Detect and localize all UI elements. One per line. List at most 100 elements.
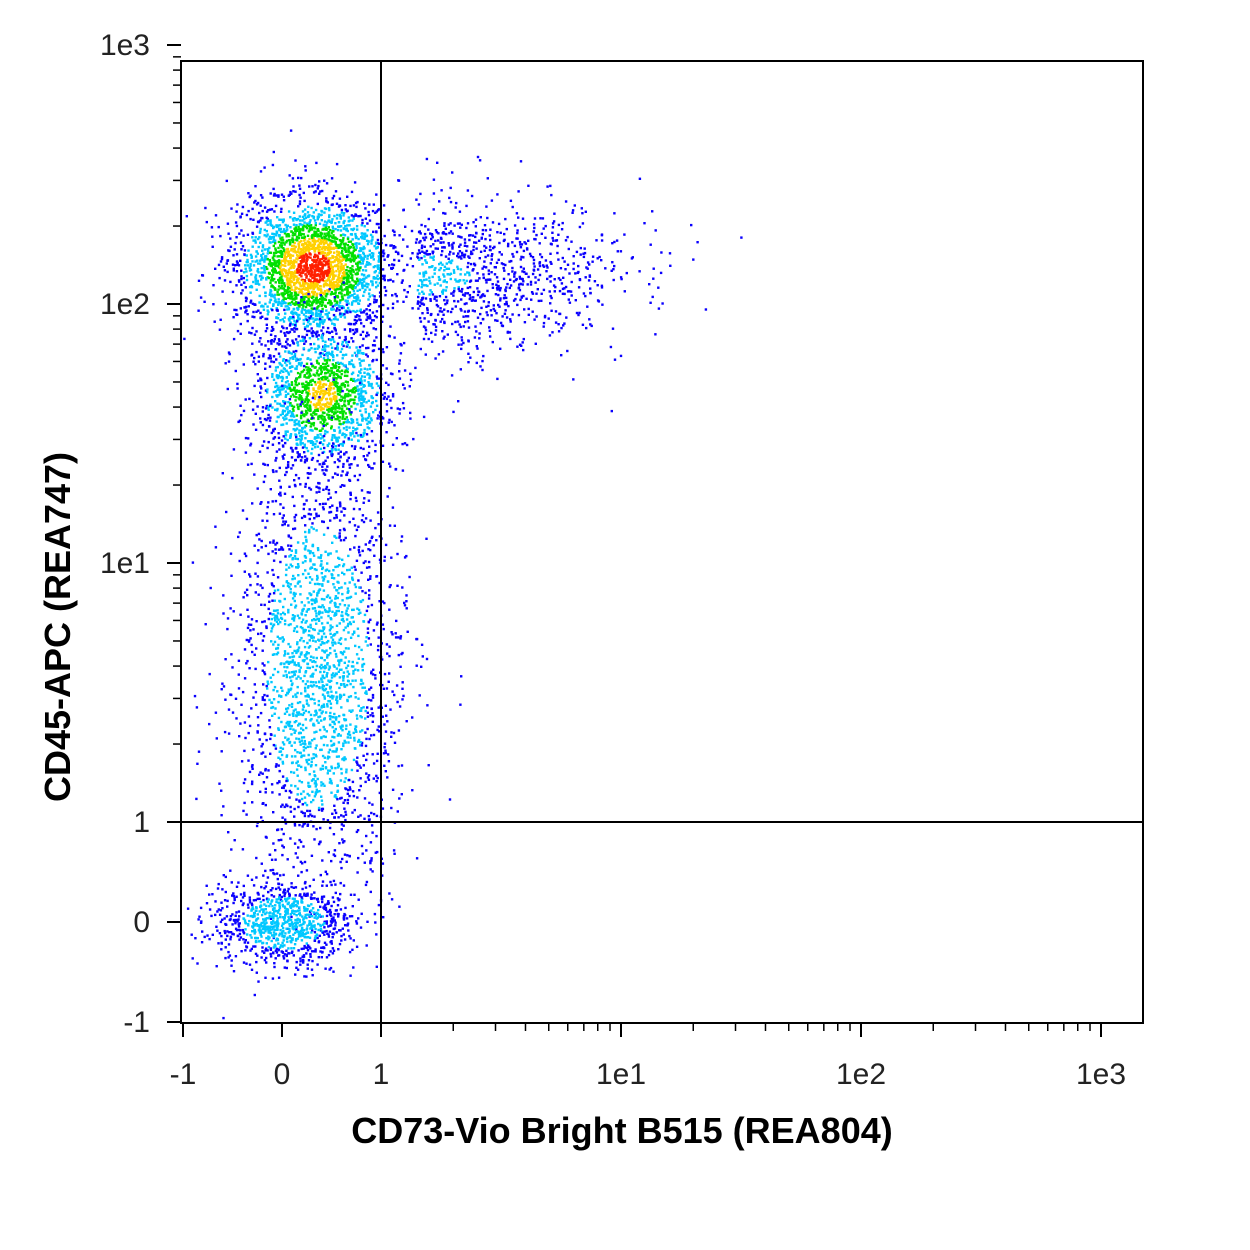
event-dot xyxy=(327,479,330,482)
event-dot xyxy=(328,220,332,223)
event-dot xyxy=(365,234,369,237)
event-dot xyxy=(328,442,331,445)
event-dot xyxy=(328,607,331,610)
event-dot xyxy=(293,395,296,398)
event-dot xyxy=(297,244,301,247)
event-dot xyxy=(288,720,292,724)
event-dot xyxy=(331,322,334,325)
event-dot xyxy=(290,288,294,291)
event-dot xyxy=(351,391,354,394)
event-dot xyxy=(303,308,307,312)
event-dot xyxy=(317,305,320,308)
event-dot xyxy=(282,743,286,746)
event-dot xyxy=(349,240,353,243)
event-dot xyxy=(325,284,328,287)
event-dot xyxy=(323,353,326,357)
event-dot xyxy=(215,737,218,740)
event-dot xyxy=(305,499,308,502)
event-dot xyxy=(359,383,362,386)
event-dot xyxy=(308,528,311,532)
event-dot xyxy=(328,408,331,411)
event-dot xyxy=(334,382,337,385)
event-dot xyxy=(342,676,345,680)
event-dot xyxy=(333,296,336,299)
event-dot xyxy=(222,265,225,268)
event-dot xyxy=(340,277,344,280)
event-dot xyxy=(323,659,326,662)
event-dot xyxy=(358,318,361,321)
event-dot xyxy=(325,228,328,231)
event-dot xyxy=(320,663,323,667)
event-dot xyxy=(343,399,347,402)
event-dot xyxy=(361,218,364,222)
event-dot xyxy=(311,313,314,316)
event-dot xyxy=(305,286,308,290)
event-dot xyxy=(340,395,343,398)
event-dot xyxy=(294,159,297,162)
event-dot xyxy=(302,284,305,287)
event-dot xyxy=(249,217,252,221)
event-dot xyxy=(378,267,381,270)
event-dot xyxy=(326,610,330,613)
event-dot xyxy=(234,264,237,267)
event-dot xyxy=(341,444,344,447)
event-dot xyxy=(345,434,348,437)
event-dot xyxy=(254,303,257,306)
event-dot xyxy=(299,375,302,378)
event-dot xyxy=(277,442,281,445)
event-dot xyxy=(317,402,320,405)
event-dot xyxy=(287,250,290,253)
event-dot xyxy=(272,378,276,381)
event-dot xyxy=(331,268,334,272)
event-dot xyxy=(196,762,199,765)
event-dot xyxy=(256,373,259,376)
event-dot xyxy=(368,253,372,256)
event-dot xyxy=(369,405,373,408)
event-dot xyxy=(304,690,307,693)
event-dot xyxy=(242,596,245,599)
event-dot xyxy=(368,566,371,569)
event-dot xyxy=(396,273,399,276)
event-dot xyxy=(244,286,247,289)
event-dot xyxy=(282,320,286,323)
event-dot xyxy=(380,320,384,323)
event-dot xyxy=(279,393,282,396)
event-dot xyxy=(415,238,418,241)
event-dot xyxy=(253,384,256,388)
event-dot xyxy=(352,365,355,368)
event-dot xyxy=(199,296,203,299)
event-dot xyxy=(389,399,392,402)
event-dot xyxy=(273,427,276,431)
event-dot xyxy=(373,265,377,268)
event-dot xyxy=(337,426,341,429)
event-dot xyxy=(315,711,318,715)
event-dot xyxy=(307,319,311,322)
event-dot xyxy=(285,235,288,238)
event-dot xyxy=(259,230,262,233)
event-dot xyxy=(312,373,315,376)
event-dot xyxy=(219,234,222,238)
event-dot xyxy=(274,408,277,411)
event-dot xyxy=(283,725,287,729)
event-dot xyxy=(369,263,372,266)
event-dot xyxy=(313,568,317,571)
event-dot xyxy=(306,325,309,328)
event-dot xyxy=(235,210,238,213)
event-dot xyxy=(312,554,316,557)
event-dot xyxy=(281,455,284,458)
event-dot xyxy=(328,777,332,781)
event-dot xyxy=(288,418,291,422)
event-dot xyxy=(279,227,282,231)
event-dot xyxy=(242,409,246,413)
event-dot xyxy=(284,393,288,397)
event-dot xyxy=(356,464,359,467)
event-dot xyxy=(280,284,284,288)
event-dot xyxy=(306,247,309,250)
event-dot xyxy=(336,596,339,600)
event-dot xyxy=(297,664,301,667)
event-dot xyxy=(322,627,326,631)
event-dot xyxy=(371,294,374,297)
event-dot xyxy=(311,273,314,277)
event-dot xyxy=(324,392,327,395)
event-dot xyxy=(299,731,302,735)
